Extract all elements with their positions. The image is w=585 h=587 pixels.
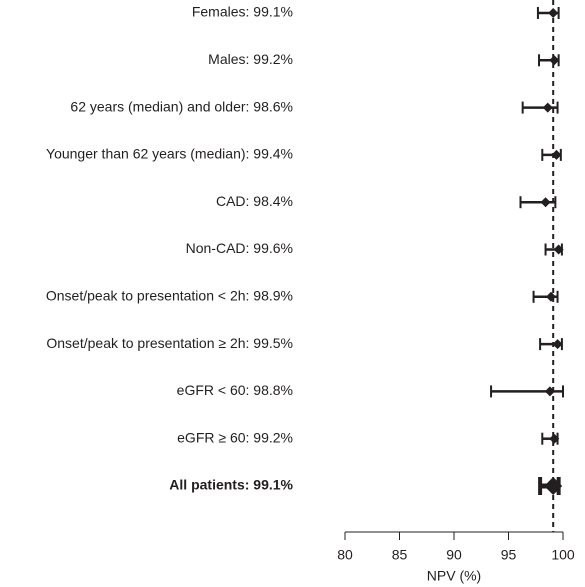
point-estimate [549, 433, 560, 444]
row-label: All patients: 99.1% [169, 477, 293, 493]
row-label: eGFR < 60: 98.8% [177, 382, 293, 398]
row-label: Younger than 62 years (median): 99.4% [46, 146, 293, 162]
point-estimate [544, 477, 563, 495]
row-label: Males: 99.2% [208, 51, 293, 67]
point-estimate [549, 55, 560, 66]
point-estimate [551, 149, 562, 160]
row-label: CAD: 98.4% [216, 193, 293, 209]
point-estimate [548, 8, 559, 18]
x-tick-label: 95 [501, 547, 517, 563]
x-tick-label: 100 [551, 547, 575, 563]
x-tick-label: 85 [392, 547, 408, 563]
x-tick-label: 80 [337, 547, 353, 563]
point-estimate [542, 102, 553, 113]
point-estimate [544, 386, 555, 397]
point-estimate [553, 244, 564, 255]
row-label: Females: 99.1% [192, 4, 293, 20]
x-axis-label: NPV (%) [427, 568, 481, 584]
row-label: eGFR ≥ 60: 99.2% [177, 429, 293, 445]
point-estimate [552, 339, 563, 350]
point-estimate [546, 291, 557, 302]
point-estimate [540, 197, 551, 208]
row-label: 62 years (median) and older: 98.6% [70, 98, 293, 114]
row-label: Onset/peak to presentation ≥ 2h: 99.5% [46, 335, 293, 351]
row-label: Onset/peak to presentation < 2h: 98.9% [46, 288, 293, 304]
x-tick-label: 90 [446, 547, 462, 563]
row-label: Non-CAD: 99.6% [186, 240, 293, 256]
